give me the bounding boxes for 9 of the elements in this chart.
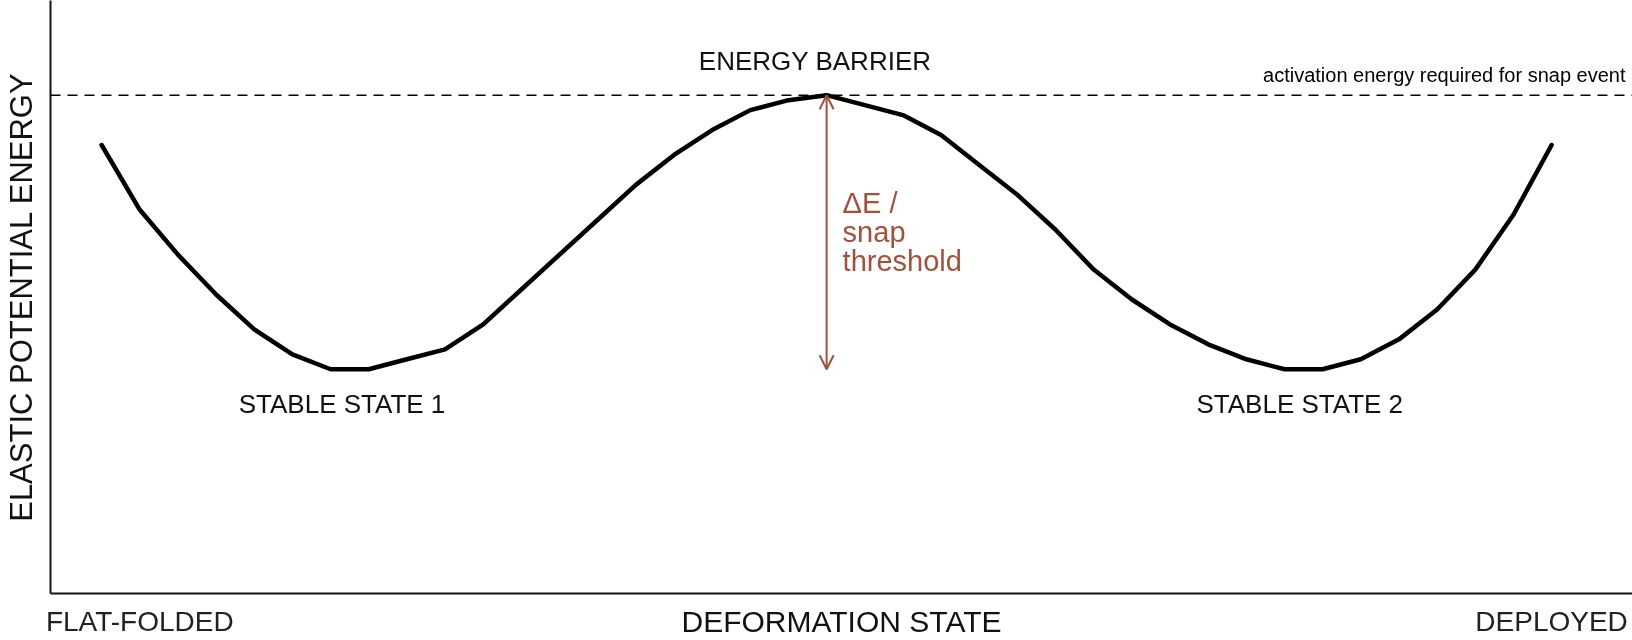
x-tick-label: DEPLOYED: [1475, 605, 1628, 637]
x-axis-title: DEFORMATION STATE: [681, 604, 1002, 638]
annotation: STABLE STATE 2: [1196, 389, 1404, 420]
annotation: ΔE / snap threshold: [842, 187, 962, 278]
annotation: STABLE STATE 1: [238, 389, 446, 420]
ref-line-label: activation energy required for snap event: [1263, 64, 1626, 87]
x-tick-label: FLAT-FOLDED: [45, 605, 234, 637]
text: ENERGY BARRIER: [698, 46, 932, 77]
y-axis-title: ELASTIC POTENTIAL ENERGY: [3, 73, 39, 522]
